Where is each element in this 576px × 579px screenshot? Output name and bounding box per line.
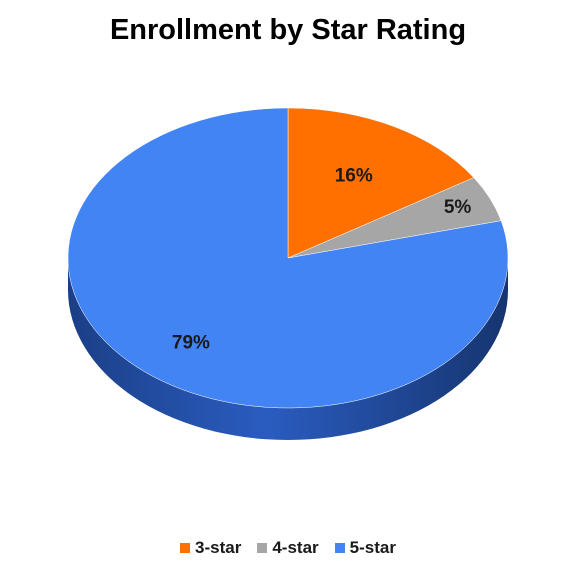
- legend-swatch-4-star: [257, 543, 268, 553]
- legend-item-5-star: 5-star: [334, 538, 396, 558]
- legend-swatch-5-star: [334, 543, 345, 553]
- slice-label-5-star: 79%: [172, 332, 210, 353]
- legend-label-5-star: 5-star: [349, 538, 396, 557]
- pie-side-5-star: [68, 258, 508, 440]
- chart-title: Enrollment by Star Rating: [109, 14, 467, 46]
- slice-label-3-star: 16%: [335, 166, 373, 187]
- pie-top-group: [67, 107, 509, 409]
- legend-label-3-star: 3-star: [195, 538, 242, 557]
- pie-slice-3-star: [287, 107, 475, 259]
- legend-item-4-star: 4-star: [257, 538, 319, 558]
- pie-side-group: [68, 258, 508, 440]
- legend-label-4-star: 4-star: [272, 538, 319, 557]
- legend: 3-star 4-star 5-star: [0, 538, 576, 558]
- pie-slice-5-star: [67, 107, 509, 409]
- legend-item-3-star: 3-star: [180, 538, 241, 558]
- pie-labels-group: 16% 5% 79%: [172, 166, 472, 354]
- legend-swatch-3-star: [180, 543, 191, 553]
- slice-label-4-star: 5%: [444, 197, 472, 218]
